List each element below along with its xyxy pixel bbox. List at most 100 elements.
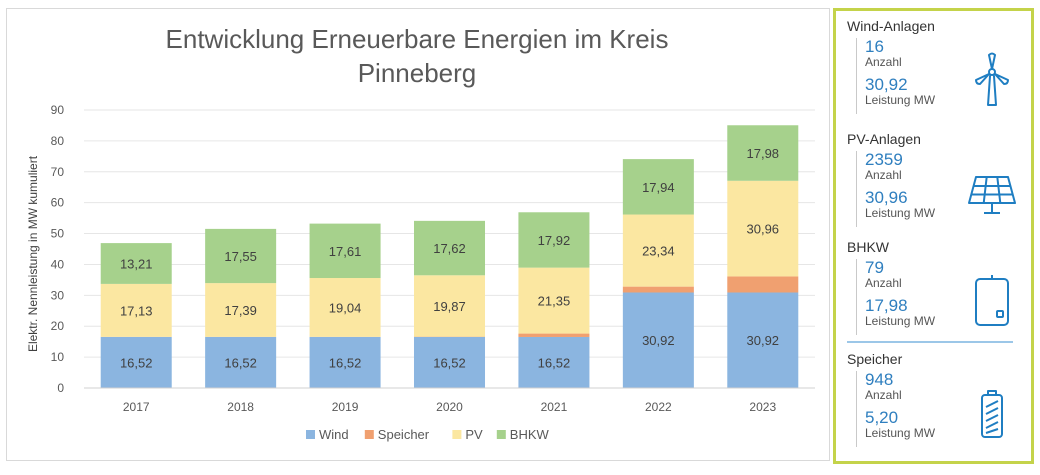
statistics-panel: Wind-Anlagen 16 Anzahl 30,92 Leistung MW… xyxy=(833,8,1034,464)
data-label: 17,13 xyxy=(120,303,153,318)
data-label: 17,61 xyxy=(329,244,362,259)
count-value: 16 xyxy=(865,37,884,56)
bar-segment-speicher xyxy=(727,276,799,293)
section-title: Speicher xyxy=(847,351,903,367)
bar-segment-bhkw xyxy=(518,212,590,268)
power-label: Leistung MW xyxy=(865,314,936,328)
bar-segment-pv xyxy=(518,267,590,334)
y-tick-label: 90 xyxy=(51,103,65,117)
power-value: 17,98 xyxy=(865,296,908,315)
stat-block: 2359 Anzahl 30,96 Leistung MW xyxy=(856,151,965,227)
x-tick-label: 2020 xyxy=(436,400,463,414)
data-label: 19,87 xyxy=(433,299,466,314)
data-label: 17,39 xyxy=(224,303,257,318)
count-label: Anzahl xyxy=(865,168,902,182)
bar-segment-pv xyxy=(622,214,694,287)
x-tick-label: 2022 xyxy=(645,400,672,414)
data-label: 23,34 xyxy=(642,244,675,259)
count-value: 2359 xyxy=(865,150,903,169)
y-tick-label: 30 xyxy=(51,288,65,302)
count-label: Anzahl xyxy=(865,276,902,290)
legend-label: PV xyxy=(465,427,483,442)
data-label: 17,94 xyxy=(642,180,675,195)
bar-segment-wind xyxy=(413,336,486,388)
x-tick-label: 2021 xyxy=(541,400,568,414)
legend-label: BHKW xyxy=(510,427,550,442)
bar-segment-bhkw xyxy=(309,223,381,279)
data-label: 17,62 xyxy=(433,241,466,256)
data-label: 16,52 xyxy=(120,355,153,370)
x-tick-label: 2018 xyxy=(227,400,254,414)
bar-segment-wind xyxy=(727,292,799,388)
bar-segment-pv xyxy=(727,180,799,277)
legend-label: Wind xyxy=(319,427,349,442)
y-tick-label: 70 xyxy=(51,165,65,179)
power-label: Leistung MW xyxy=(865,426,936,440)
section-title: BHKW xyxy=(847,239,889,255)
power-value: 30,92 xyxy=(865,75,908,94)
battery-icon xyxy=(981,390,1003,438)
data-label: 17,55 xyxy=(224,249,257,264)
bar-segment-bhkw xyxy=(413,220,486,276)
data-label: 30,92 xyxy=(642,333,675,348)
power-value: 5,20 xyxy=(865,408,899,427)
bar-segment-wind xyxy=(205,336,277,388)
bar-segment-bhkw xyxy=(727,125,799,181)
power-label: Leistung MW xyxy=(865,93,936,107)
bar-segment-bhkw xyxy=(622,159,694,215)
x-tick-label: 2017 xyxy=(123,400,150,414)
wind-turbine-icon xyxy=(975,52,1009,106)
pv-section: PV-Anlagen 2359 Anzahl 30,96 Leistung MW xyxy=(847,131,1027,241)
stacked-bar-chart: Entwicklung Erneuerbare Energien im Krei… xyxy=(26,24,815,442)
stat-block: 948 Anzahl 5,20 Leistung MW xyxy=(856,371,965,447)
legend-swatch-bhkw xyxy=(496,430,506,439)
y-tick-label: 60 xyxy=(51,196,65,210)
legend-label: Speicher xyxy=(378,427,430,442)
data-label: 17,98 xyxy=(747,146,780,161)
data-label: 16,52 xyxy=(329,355,362,370)
stat-block: 79 Anzahl 17,98 Leistung MW xyxy=(856,259,965,335)
bar-segment-pv xyxy=(205,283,277,337)
legend-swatch-pv xyxy=(452,430,462,439)
y-tick-label: 0 xyxy=(57,381,64,395)
section-divider xyxy=(847,341,1013,343)
legend-swatch-speicher xyxy=(364,430,374,439)
storage-section: Speicher 948 Anzahl 5,20 Leistung MW xyxy=(847,351,1027,461)
data-label: 16,52 xyxy=(224,355,257,370)
count-label: Anzahl xyxy=(865,388,902,402)
count-value: 79 xyxy=(865,258,884,277)
data-label: 16,52 xyxy=(538,355,571,370)
bar-segment-wind xyxy=(518,336,590,388)
boiler-icon xyxy=(975,275,1009,326)
y-tick-label: 80 xyxy=(51,134,65,148)
bar-segment-bhkw xyxy=(205,228,277,284)
wind-section: Wind-Anlagen 16 Anzahl 30,92 Leistung MW xyxy=(847,18,1027,128)
data-label: 13,21 xyxy=(120,257,153,272)
bar-segment-pv xyxy=(413,275,486,337)
chart-title: Entwicklung Erneuerbare Energien im Krei… xyxy=(166,24,669,54)
bar-segment-pv xyxy=(100,283,172,337)
bar-segment-bhkw xyxy=(100,243,172,284)
x-tick-label: 2019 xyxy=(332,400,359,414)
y-tick-label: 20 xyxy=(51,319,65,333)
legend-swatch-wind xyxy=(306,430,315,439)
y-axis-label: Elektr. Nennleistung in MW kumuliert xyxy=(26,155,40,352)
y-tick-label: 10 xyxy=(51,350,65,364)
count-label: Anzahl xyxy=(865,55,902,69)
chart-panel: Entwicklung Erneuerbare Energien im Krei… xyxy=(6,8,830,461)
power-value: 30,96 xyxy=(865,188,908,207)
stat-block: 16 Anzahl 30,92 Leistung MW xyxy=(856,38,965,114)
data-label: 21,35 xyxy=(538,294,571,309)
bar-segment-speicher xyxy=(518,333,590,337)
data-label: 17,92 xyxy=(538,233,571,248)
bhkw-section: BHKW 79 Anzahl 17,98 Leistung MW xyxy=(847,239,1027,349)
section-title: Wind-Anlagen xyxy=(847,18,935,34)
y-tick-label: 50 xyxy=(51,227,65,241)
bar-segment-wind xyxy=(622,292,694,388)
bar-segment-wind xyxy=(100,336,172,388)
x-tick-label: 2023 xyxy=(749,400,776,414)
count-value: 948 xyxy=(865,370,894,389)
bar-segment-speicher xyxy=(622,286,694,293)
y-tick-label: 40 xyxy=(51,257,65,271)
data-label: 19,04 xyxy=(329,300,362,315)
